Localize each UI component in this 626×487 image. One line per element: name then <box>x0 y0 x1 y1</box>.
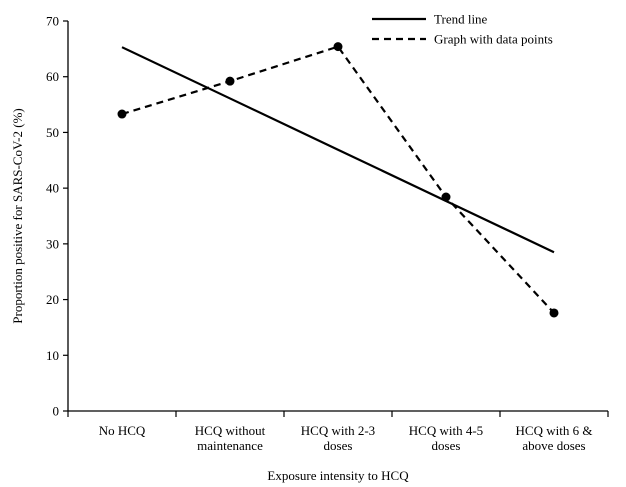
y-tick-label: 10 <box>46 348 59 363</box>
series-layer <box>117 42 559 318</box>
x-axis-label: Exposure intensity to HCQ <box>267 468 409 483</box>
x-tick-label-line: above doses <box>522 438 585 453</box>
legend-label: Trend line <box>434 12 488 27</box>
x-tick-label-line: HCQ with 6 & <box>516 423 593 438</box>
x-axis-ticks: No HCQ HCQ without maintenance HCQ with 2-3… <box>67 411 609 453</box>
x-tick-label-line: HCQ without <box>195 423 266 438</box>
data-point <box>549 308 559 318</box>
y-axis-label: Proportion positive for SARS-CoV-2 (%) <box>10 108 25 323</box>
legend-label: Graph with data points <box>434 32 553 47</box>
axes <box>67 21 608 412</box>
series-line-1 <box>121 46 555 254</box>
x-tick-label: HCQ with 4-5 doses <box>409 423 483 453</box>
data-point <box>333 42 343 52</box>
x-tick-label: HCQ with 2-3 doses <box>301 423 375 453</box>
x-tick-label-line: HCQ with 2-3 <box>301 423 375 438</box>
y-tick-label: 20 <box>46 292 59 307</box>
y-tick-label: 60 <box>46 69 59 84</box>
data-point <box>225 76 235 86</box>
x-tick-label-line: doses <box>324 438 353 453</box>
data-point <box>117 109 127 119</box>
x-tick-label: HCQ without maintenance <box>195 423 266 453</box>
x-tick-label-line: maintenance <box>197 438 263 453</box>
y-tick-label: 30 <box>46 236 59 251</box>
x-tick-label-line: doses <box>432 438 461 453</box>
x-tick-label: HCQ with 6 & above doses <box>516 423 593 453</box>
y-axis-ticks: 0 10 20 30 40 50 60 70 <box>46 14 68 419</box>
x-tick-label-line: No HCQ <box>99 423 146 438</box>
y-tick-label: 70 <box>46 14 59 29</box>
y-tick-label: 0 <box>53 404 60 419</box>
data-point <box>441 192 451 202</box>
x-tick-label: No HCQ <box>99 423 146 438</box>
x-tick-label-line: HCQ with 4-5 <box>409 423 483 438</box>
series-line-2 <box>121 45 555 314</box>
y-tick-label: 40 <box>46 181 59 196</box>
legend: Trend line Graph with data points <box>372 12 553 47</box>
y-tick-label: 50 <box>46 125 59 140</box>
